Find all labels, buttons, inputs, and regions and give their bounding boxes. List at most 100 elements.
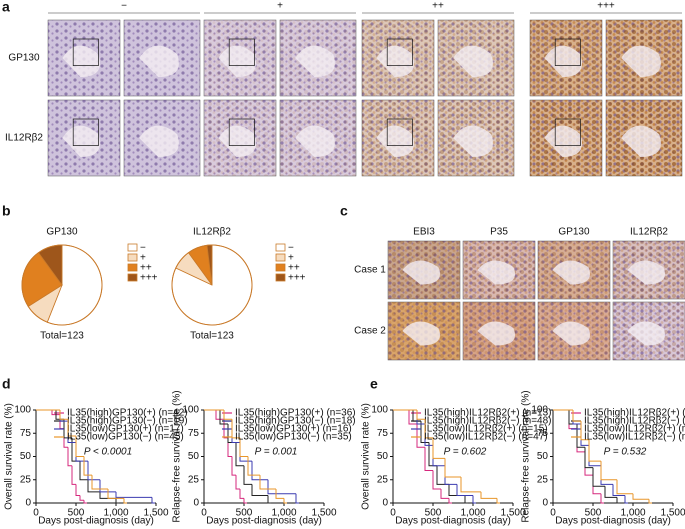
x-tick-label: 1,500 — [143, 508, 168, 519]
legend-label: IL35(low)GP130(−) (n=35) — [235, 432, 352, 443]
zoom-box — [72, 38, 99, 66]
survival-step — [267, 495, 271, 504]
survival-step — [75, 436, 84, 457]
y-tick-label: 100 — [531, 405, 548, 416]
gland — [376, 125, 414, 157]
survival-step — [239, 442, 252, 462]
legend-label: − — [288, 243, 294, 254]
survival-step — [432, 470, 441, 490]
x-tick-label: 1,000 — [620, 508, 645, 519]
y-tick-label: 75 — [188, 428, 200, 439]
survival-step — [259, 475, 276, 490]
column-header: ++ — [432, 1, 444, 12]
survival-step — [115, 491, 152, 498]
survival-step — [624, 495, 628, 504]
survival-step — [600, 465, 613, 485]
survival-step — [464, 495, 468, 504]
x-axis-label: Days post-diagnosis (day) — [555, 516, 671, 527]
survival-step — [251, 461, 268, 481]
survival-step — [83, 500, 87, 504]
survival-step — [63, 419, 72, 439]
x-axis-label: Days post-diagnosis (day) — [395, 516, 511, 527]
x-tick-label: 1,500 — [660, 508, 685, 519]
legend-label: + — [288, 253, 294, 264]
survival-step — [151, 497, 155, 504]
survival-step — [456, 484, 473, 497]
x-tick-label: 1,000 — [271, 508, 296, 519]
survival-step — [576, 423, 585, 448]
y-tick-label: 25 — [188, 474, 200, 485]
y-tick-label: 100 — [14, 405, 31, 416]
legend-label: IL35(low)IL12Rβ2(−) (n=39) — [584, 432, 685, 443]
x-tick-label: 500 — [585, 508, 602, 519]
column-header: EBI3 — [413, 227, 435, 238]
gland — [453, 45, 493, 77]
legend-swatch — [275, 253, 286, 262]
x-axis-label: Days post-diagnosis (day) — [38, 516, 154, 527]
survival-step — [283, 498, 287, 504]
survival-step — [83, 456, 92, 476]
legend-swatch — [127, 263, 138, 272]
legend-label: IL35(low)IL12Rβ2(+) (n=12) — [584, 424, 685, 435]
survival-step — [295, 493, 299, 504]
legend-label: IL35(high)GP130(+) (n=36) — [235, 408, 356, 419]
survival-step — [600, 493, 604, 504]
survival-step — [408, 410, 417, 425]
x-tick-label: 500 — [425, 508, 442, 519]
y-axis-label: Relapse-free survival rate (%) — [172, 390, 183, 522]
survival-step — [592, 475, 601, 495]
survival-step — [600, 461, 617, 481]
legend-label: IL35(low)IL12Rβ2(+) (n=15) — [424, 424, 548, 435]
x-tick-label: 1,000 — [460, 508, 485, 519]
x-tick-label: 1,500 — [500, 508, 525, 519]
gland — [477, 260, 515, 285]
survival-step — [616, 479, 633, 495]
y-tick-label: 100 — [371, 405, 388, 416]
y-tick-label: 0 — [193, 498, 199, 509]
survival-step — [87, 479, 100, 493]
x-tick-label: 0 — [550, 508, 556, 519]
pie-total: Total=123 — [190, 331, 234, 342]
legend-label: IL35(low)GP130(+) (n=17) — [67, 424, 184, 435]
survival-step — [79, 495, 84, 501]
column-header: + — [277, 1, 283, 12]
gland — [402, 321, 440, 346]
gland — [544, 45, 582, 77]
row-label: Case 2 — [354, 326, 386, 337]
y-tick-label: 50 — [537, 451, 549, 462]
y-tick-label: 75 — [377, 428, 389, 439]
column-header: IL12Rβ2 — [630, 227, 668, 238]
survival-step — [480, 491, 497, 499]
legend-label: IL35(high)GP130(+) (n=42) — [67, 408, 188, 419]
survival-step — [227, 437, 232, 457]
survival-step — [460, 476, 481, 493]
survival-step — [592, 467, 605, 487]
legend-label: ++ — [140, 263, 152, 274]
gland — [218, 125, 256, 157]
survival-step — [239, 437, 248, 457]
row-label: IL12Rβ2 — [5, 133, 43, 144]
gland — [295, 125, 335, 157]
zoom-box — [554, 118, 581, 146]
gland — [621, 125, 661, 157]
survival-step — [87, 461, 100, 481]
gland — [477, 321, 515, 346]
legend-label: IL35(low)IL12Rβ2(−) (n=47) — [424, 432, 548, 443]
survival-step — [243, 465, 252, 485]
gland — [453, 125, 493, 157]
x-tick-label: 0 — [33, 508, 39, 519]
column-header: GP130 — [558, 227, 590, 238]
p-value: P = 0.001 — [255, 447, 298, 458]
survival-step — [67, 419, 76, 437]
survival-step — [612, 484, 625, 497]
survival-step — [572, 410, 581, 425]
gland — [627, 260, 665, 285]
survival-step — [235, 442, 244, 467]
gland — [62, 125, 100, 157]
survival-step — [580, 421, 589, 441]
x-axis-label: Days post-diagnosis (day) — [206, 516, 322, 527]
x-tick-label: 1,000 — [103, 508, 128, 519]
survival-step — [444, 458, 461, 478]
legend-label: IL35(high)GP130(−) (n=19) — [67, 416, 188, 427]
